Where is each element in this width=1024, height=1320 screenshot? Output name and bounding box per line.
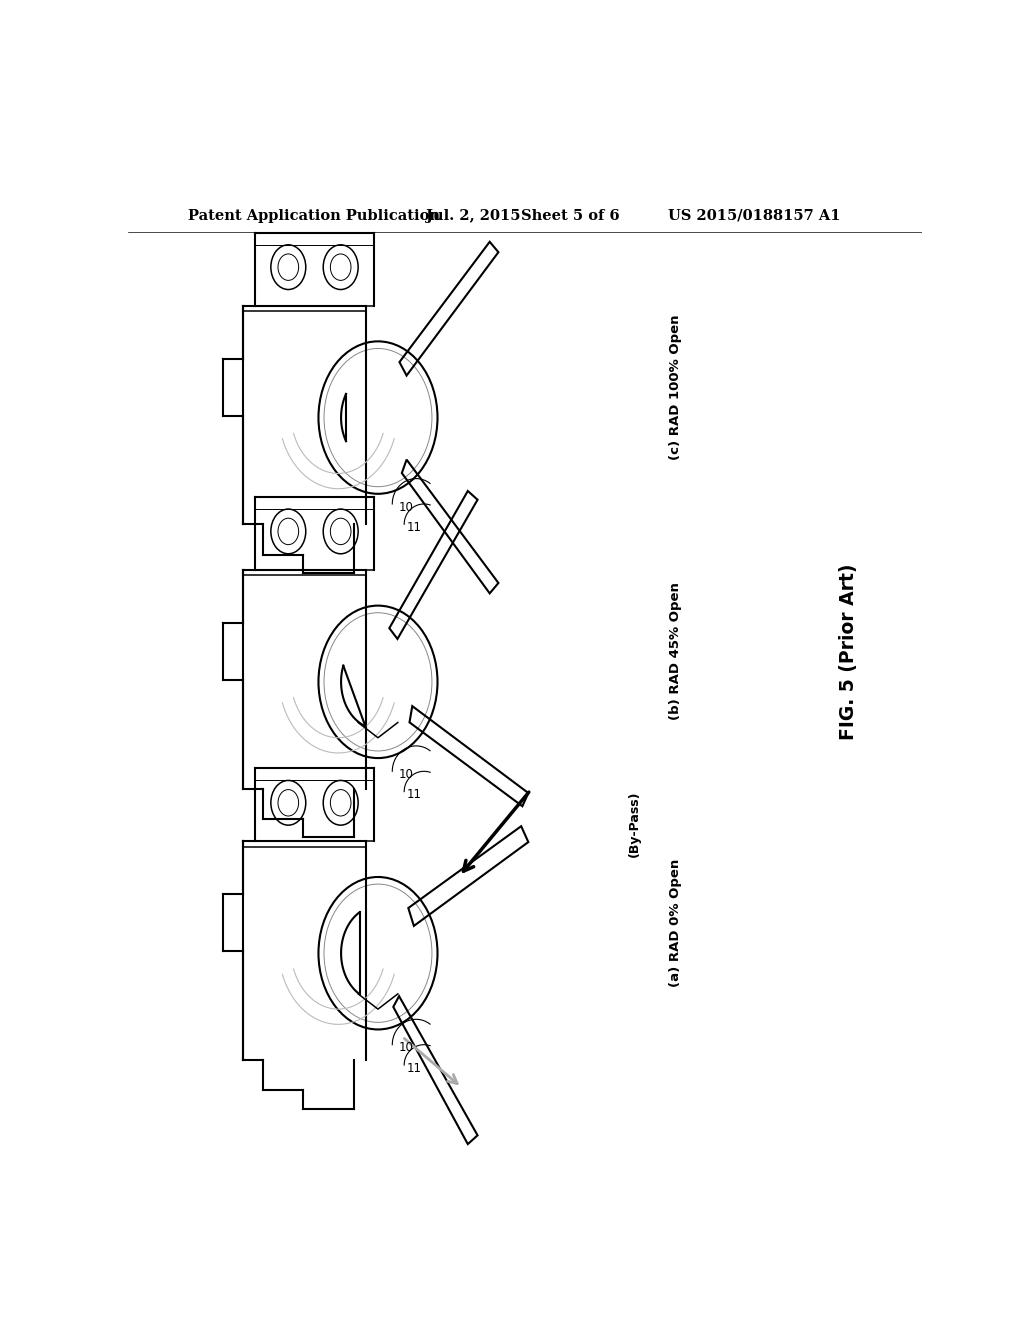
Text: 11: 11 [407,1061,421,1074]
Text: 10: 10 [398,500,414,513]
Text: (c) RAD 100% Open: (c) RAD 100% Open [669,314,682,459]
Text: Patent Application Publication: Patent Application Publication [187,209,439,223]
Text: 10: 10 [398,768,414,781]
Text: (a) RAD 0% Open: (a) RAD 0% Open [669,858,682,987]
Text: 11: 11 [407,521,421,533]
Text: (By-Pass): (By-Pass) [628,791,641,858]
Text: 11: 11 [407,788,421,801]
Text: 10: 10 [398,1041,414,1055]
Text: Sheet 5 of 6: Sheet 5 of 6 [521,209,620,223]
Text: Jul. 2, 2015: Jul. 2, 2015 [426,209,520,223]
Text: US 2015/0188157 A1: US 2015/0188157 A1 [668,209,840,223]
Text: (b) RAD 45% Open: (b) RAD 45% Open [669,582,682,721]
Text: FIG. 5 (Prior Art): FIG. 5 (Prior Art) [839,564,858,739]
